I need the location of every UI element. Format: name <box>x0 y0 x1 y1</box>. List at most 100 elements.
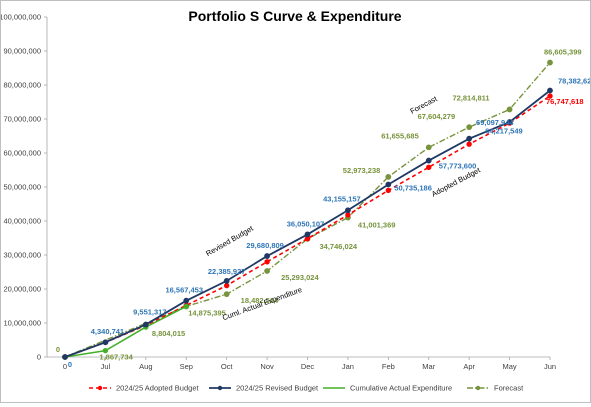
data-point-2024-25-revised-budget <box>385 181 392 188</box>
data-point-2024-25-revised-budget <box>183 297 190 304</box>
data-label-2024-25-revised-budget: 29,680,809 <box>246 241 284 250</box>
data-point-2024-25-revised-budget <box>425 157 432 164</box>
x-tick-label: Jun <box>544 362 556 371</box>
data-label-forecast: 25,293,024 <box>281 273 319 282</box>
x-tick-label: May <box>502 362 516 371</box>
data-label-2024-25-revised-budget: 69,097,944 <box>476 118 514 127</box>
y-axis: 0 10,000,000 20,000,000 30,000,000 40,000,00… <box>0 13 48 362</box>
data-point-2024-25-revised-budget <box>142 321 149 328</box>
data-point-2024-25-revised-budget <box>345 207 351 214</box>
plot-area: 4,340,741 9,551,317 16,567,453 22,385,927 29… <box>56 48 591 369</box>
y-tick-label: 80,000,000 <box>3 81 41 90</box>
data-label-2024-25-revised-budget: 50,735,186 <box>394 184 432 193</box>
data-label-forecast: 52,973,238 <box>343 166 381 175</box>
data-point-forecast <box>223 291 230 298</box>
data-label-cumulative-actual-expenditure: 1,867,734 <box>99 353 133 362</box>
legend-item: Forecast <box>467 384 524 393</box>
data-point-2024-25-revised-budget <box>506 119 513 125</box>
x-tick-label: Jul <box>101 362 111 371</box>
x-tick-label: Oct <box>221 362 234 371</box>
data-point-2024-25-adopted-budget <box>426 164 432 170</box>
legend-marker <box>217 385 223 391</box>
legend-marker <box>97 385 103 391</box>
data-point-cumulative-actual-expenditure <box>183 303 189 310</box>
data-point-2024-25-revised-budget <box>102 339 109 346</box>
y-tick-label: 60,000,000 <box>3 149 41 158</box>
data-point-2024-25-adopted-budget <box>547 93 553 99</box>
data-label-forecast: 72,814,811 <box>452 93 489 102</box>
legend-label: Forecast <box>494 384 524 393</box>
data-label-cumulative-actual-expenditure: 14,875,395 <box>188 308 226 317</box>
data-point-2024-25-adopted-budget <box>223 282 230 289</box>
data-point-2024-25-adopted-budget <box>264 259 270 265</box>
y-tick-label: 90,000,000 <box>3 47 41 56</box>
y-tick-label: 0 <box>37 353 41 362</box>
y-tick-label: 40,000,000 <box>3 217 41 226</box>
data-label-2024-25-revised-budget: 78,382,626 <box>558 76 590 85</box>
y-tick-label: 30,000,000 <box>3 251 41 260</box>
x-tick-label: Feb <box>382 362 395 371</box>
x-tick-label: Jan <box>342 362 354 371</box>
series-line-cumulative-actual-expenditure <box>64 305 187 358</box>
data-label-2024-25-revised-budget: 36,050,107 <box>287 219 325 228</box>
chart-title: Portfolio S Curve & Expenditure <box>188 8 401 24</box>
data-label-2024-25-revised-budget: 9,551,317 <box>133 308 166 317</box>
data-label-2024-25-revised-budget: 16,567,453 <box>165 286 203 295</box>
data-point-2024-25-revised-budget <box>466 135 473 142</box>
data-point-forecast <box>506 106 513 113</box>
data-label-forecast: 0 <box>56 345 60 354</box>
data-label-2024-25-revised-budget: 43,155,157 <box>323 194 361 203</box>
data-point-2024-25-adopted-budget <box>385 187 392 194</box>
legend: 2024/25 Adopted Budget 2024/25 Revised Bu… <box>89 384 524 393</box>
data-point-2024-25-revised-budget <box>547 87 553 94</box>
data-point-cumulative-actual-expenditure <box>102 347 109 354</box>
legend-item: Cumulative Actual Expenditure <box>323 384 452 393</box>
data-label-2024-25-revised-budget: 22,385,927 <box>208 267 246 276</box>
data-point-forecast <box>547 59 553 66</box>
data-point-forecast <box>425 144 432 151</box>
legend-item: 2024/25 Revised Budget <box>209 384 319 393</box>
legend-item: 2024/25 Adopted Budget <box>89 384 199 393</box>
x-tick-label: Aug <box>139 362 152 371</box>
data-point-2024-25-revised-budget <box>223 277 230 284</box>
data-point-forecast <box>466 124 473 131</box>
data-point-forecast <box>264 268 270 274</box>
data-point-2024-25-revised-budget <box>62 354 68 360</box>
x-tick-label: 0 <box>63 362 67 371</box>
x-tick-label: Sep <box>180 362 193 371</box>
y-tick-label: 70,000,000 <box>3 115 41 124</box>
data-label-2024-25-revised-budget: 64,217,549 <box>485 127 523 136</box>
series-line-forecast <box>64 62 551 358</box>
x-tick-label: Apr <box>463 362 475 371</box>
data-label-forecast: 41,001,369 <box>358 221 396 230</box>
legend-label: Cumulative Actual Expenditure <box>350 384 452 393</box>
data-label-forecast: 86,605,399 <box>544 48 582 57</box>
legend-label: 2024/25 Adopted Budget <box>116 384 199 393</box>
data-label-2024-25-adopted-budget: 76,747,618 <box>546 97 584 106</box>
data-label-origin: 0 <box>68 360 72 369</box>
x-axis: 0 Jul Aug Sep Oct Nov Dec Jan Feb Mar Apr May Jun <box>47 356 556 371</box>
data-label-cumulative-actual-expenditure: 8,804,015 <box>152 329 185 338</box>
y-tick-label: 20,000,000 <box>3 285 41 294</box>
y-tick-label: 100,000,000 <box>1 13 41 22</box>
x-tick-label: Mar <box>422 362 435 371</box>
legend-marker <box>475 385 481 391</box>
data-label-2024-25-revised-budget: 57,773,600 <box>439 162 477 171</box>
data-label-2024-25-revised-budget: 4,340,741 <box>91 327 124 336</box>
x-tick-label: Dec <box>301 362 315 371</box>
data-label-forecast: 18,482,514 <box>241 296 279 305</box>
legend-label: 2024/25 Revised Budget <box>236 384 319 393</box>
data-point-2024-25-revised-budget <box>304 231 311 238</box>
x-tick-label: Nov <box>260 362 274 371</box>
data-point-2024-25-revised-budget <box>264 253 270 259</box>
data-label-forecast: 67,604,279 <box>418 112 456 121</box>
y-tick-label: 10,000,000 <box>3 319 41 328</box>
data-label-forecast: 61,655,685 <box>381 131 419 140</box>
data-point-forecast <box>385 173 392 180</box>
data-label-forecast: 34,746,024 <box>320 242 358 251</box>
data-point-2024-25-adopted-budget <box>466 141 472 147</box>
y-tick-label: 50,000,000 <box>3 183 41 192</box>
